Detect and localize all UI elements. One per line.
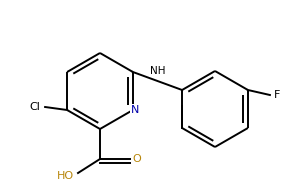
Text: NH: NH bbox=[150, 66, 165, 76]
Text: F: F bbox=[274, 90, 280, 100]
Text: HO: HO bbox=[56, 171, 74, 181]
Text: O: O bbox=[133, 154, 141, 164]
Text: N: N bbox=[131, 105, 139, 115]
Text: Cl: Cl bbox=[30, 102, 41, 112]
